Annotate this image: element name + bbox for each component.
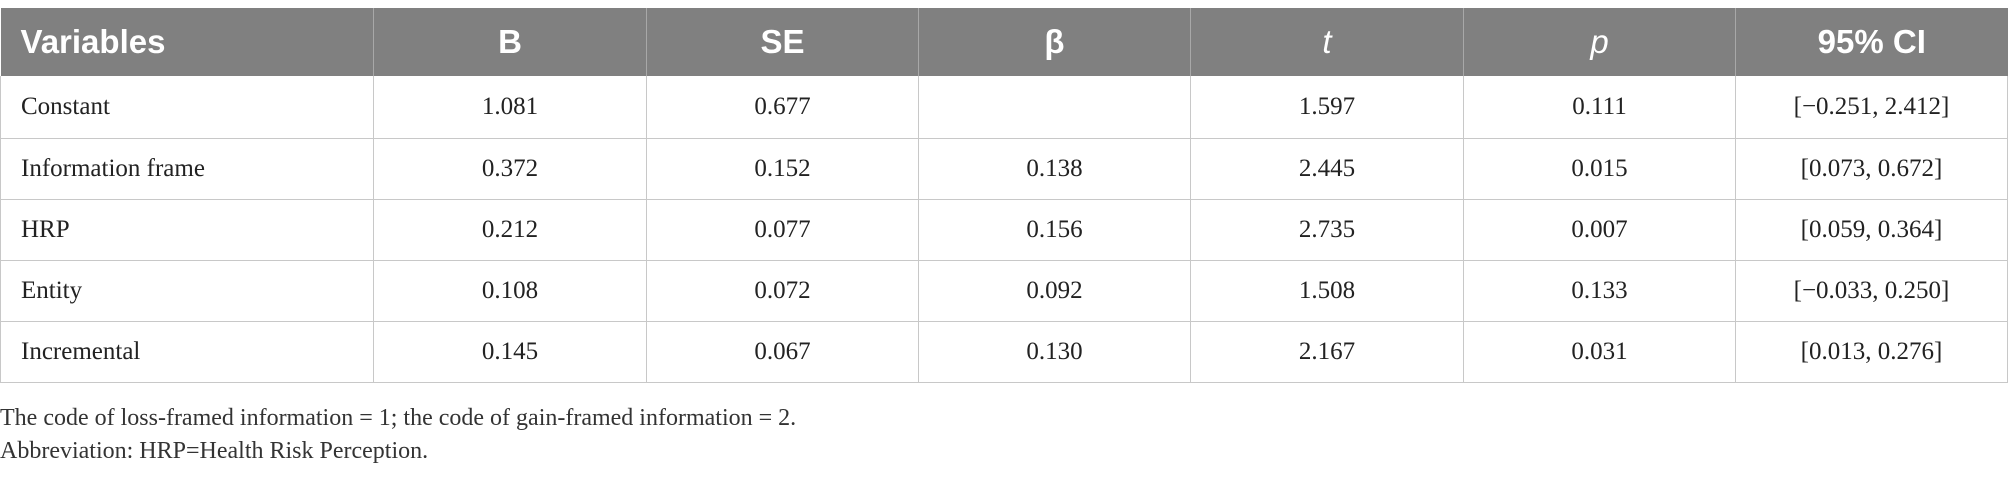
cell-p: 0.111: [1463, 76, 1736, 138]
cell-ci: [0.013, 0.276]: [1735, 321, 2008, 382]
cell-b: 0.108: [373, 260, 647, 321]
cell-se: 0.677: [646, 76, 919, 138]
header-beta: β: [918, 8, 1191, 76]
cell-t: 2.167: [1190, 321, 1464, 382]
header-b: B: [373, 8, 647, 76]
header-p: p: [1463, 8, 1736, 76]
table-row: Information frame 0.372 0.152 0.138 2.44…: [0, 138, 2008, 199]
cell-ci: [−0.251, 2.412]: [1735, 76, 2008, 138]
cell-b: 1.081: [373, 76, 647, 138]
header-se: SE: [646, 8, 919, 76]
header-ci: 95% CI: [1817, 23, 1926, 60]
regression-table-container: Variables B SE β t p 95% CI Constant 1.0…: [0, 8, 2008, 383]
cell-variable: Incremental: [0, 321, 374, 382]
note-coding: The code of loss-framed information = 1;…: [0, 405, 797, 431]
table-row: Constant 1.081 0.677 1.597 0.111 [−0.251…: [0, 76, 2008, 138]
cell-p: 0.031: [1463, 321, 1736, 382]
cell-b: 0.145: [373, 321, 647, 382]
cell-t: 1.508: [1190, 260, 1464, 321]
table-row: Entity 0.108 0.072 0.092 1.508 0.133 [−0…: [0, 260, 2008, 321]
cell-variable: Information frame: [0, 138, 374, 199]
cell-ci: [−0.033, 0.250]: [1735, 260, 2008, 321]
cell-beta: [918, 76, 1191, 138]
cell-beta: 0.138: [918, 138, 1191, 199]
cell-b: 0.372: [373, 138, 647, 199]
cell-se: 0.077: [646, 199, 919, 260]
cell-variable: HRP: [0, 199, 374, 260]
header-variables: Variables: [0, 8, 374, 76]
cell-p: 0.015: [1463, 138, 1736, 199]
cell-variable: Entity: [0, 260, 374, 321]
note-abbreviation: Abbreviation: HRP=Health Risk Perception…: [0, 438, 429, 464]
cell-p: 0.133: [1463, 260, 1736, 321]
table-row: Incremental 0.145 0.067 0.130 2.167 0.03…: [0, 321, 2008, 382]
cell-beta: 0.130: [918, 321, 1191, 382]
cell-t: 1.597: [1190, 76, 1464, 138]
cell-p: 0.007: [1463, 199, 1736, 260]
cell-ci: [0.073, 0.672]: [1735, 138, 2008, 199]
header-t: t: [1190, 8, 1464, 76]
cell-ci: [0.059, 0.364]: [1735, 199, 2008, 260]
cell-se: 0.152: [646, 138, 919, 199]
table-header-row: Variables B SE β t p 95% CI: [0, 8, 2008, 76]
cell-se: 0.067: [646, 321, 919, 382]
cell-t: 2.445: [1190, 138, 1464, 199]
cell-beta: 0.092: [918, 260, 1191, 321]
table-notes: The code of loss-framed information = 1;…: [0, 402, 796, 468]
regression-table: Variables B SE β t p 95% CI Constant 1.0…: [0, 8, 2008, 383]
cell-variable: Constant: [0, 76, 374, 138]
cell-b: 0.212: [373, 199, 647, 260]
table-row: HRP 0.212 0.077 0.156 2.735 0.007 [0.059…: [0, 199, 2008, 260]
cell-se: 0.072: [646, 260, 919, 321]
cell-t: 2.735: [1190, 199, 1464, 260]
cell-beta: 0.156: [918, 199, 1191, 260]
